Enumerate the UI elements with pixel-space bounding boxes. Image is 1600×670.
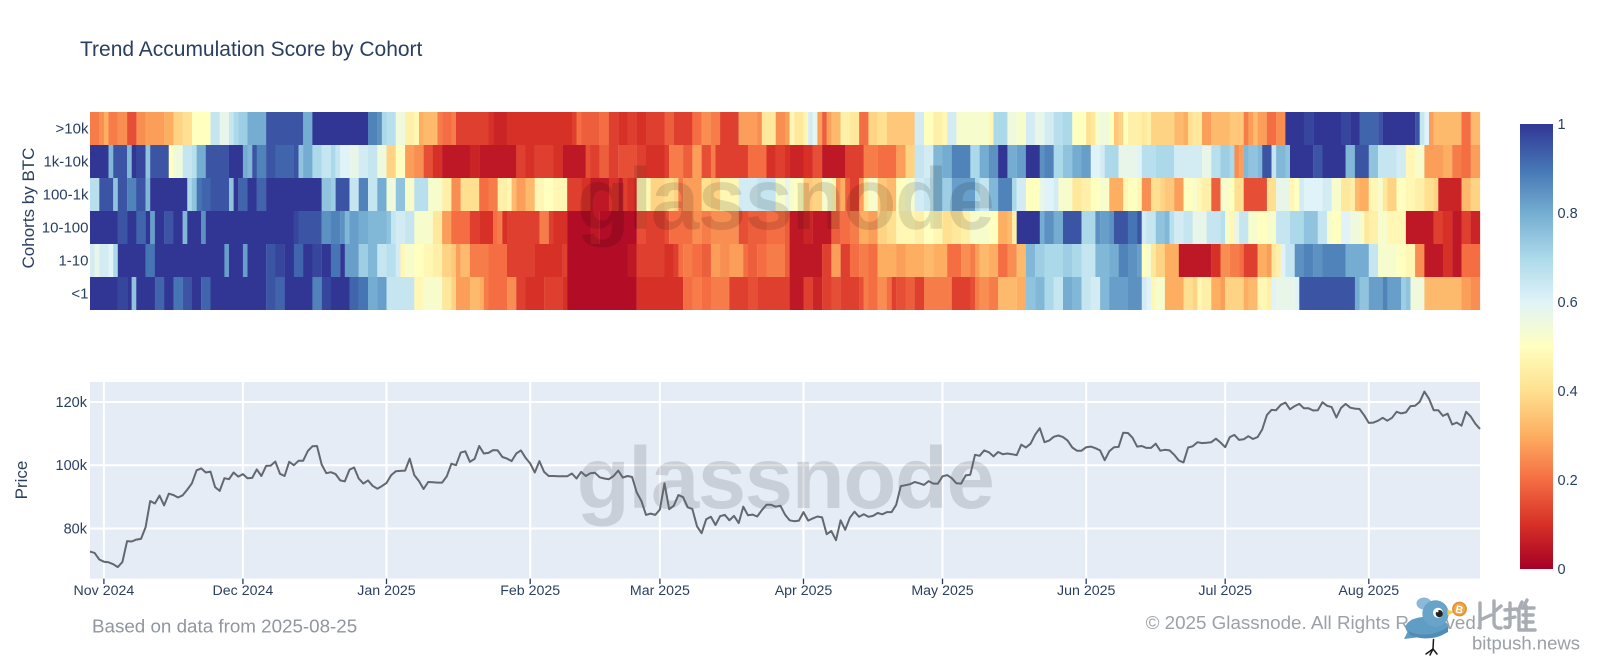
svg-text:Jan 2025: Jan 2025 [357,583,415,599]
svg-text:0.4: 0.4 [1558,384,1578,400]
svg-text:May 2025: May 2025 [911,583,973,599]
svg-text:1k-10k: 1k-10k [43,154,89,171]
svg-text:Apr 2025: Apr 2025 [775,583,833,599]
svg-text:0: 0 [1558,562,1566,578]
svg-text:0.2: 0.2 [1558,473,1578,489]
svg-text:Based on data from 2025-08-25: Based on data from 2025-08-25 [92,615,357,636]
svg-text:Nov 2024: Nov 2024 [74,583,135,599]
svg-text:0.6: 0.6 [1558,295,1578,311]
svg-text:glassnode: glassnode [577,430,994,527]
svg-text:Aug 2025: Aug 2025 [1338,583,1399,599]
svg-text:Price: Price [12,461,31,500]
svg-text:120k: 120k [56,395,88,411]
svg-text:Mar 2025: Mar 2025 [630,583,690,599]
svg-text:Feb 2025: Feb 2025 [500,583,560,599]
svg-text:0.8: 0.8 [1558,206,1578,222]
svg-text:80k: 80k [64,522,88,538]
svg-text:B: B [1454,604,1464,617]
svg-text:100-1k: 100-1k [43,187,89,204]
svg-text:100k: 100k [56,458,88,474]
svg-text:10-100: 10-100 [42,220,89,237]
svg-text:1: 1 [1558,117,1566,133]
svg-text:Cohorts by BTC: Cohorts by BTC [19,148,38,269]
svg-text:>10k: >10k [56,121,89,138]
svg-text:© 2025 Glassnode. All Rights R: © 2025 Glassnode. All Rights Reserved. [1146,612,1481,633]
svg-text:glassnode: glassnode [577,151,994,248]
svg-text:Dec 2024: Dec 2024 [213,583,274,599]
svg-text:Trend Accumulation Score by Co: Trend Accumulation Score by Cohort [80,38,423,61]
svg-text:<1: <1 [71,286,88,303]
svg-text:bitpush.news: bitpush.news [1472,633,1580,654]
svg-text:1-10: 1-10 [58,253,88,270]
svg-text:Jul 2025: Jul 2025 [1198,583,1252,599]
svg-text:Jun 2025: Jun 2025 [1057,583,1115,599]
